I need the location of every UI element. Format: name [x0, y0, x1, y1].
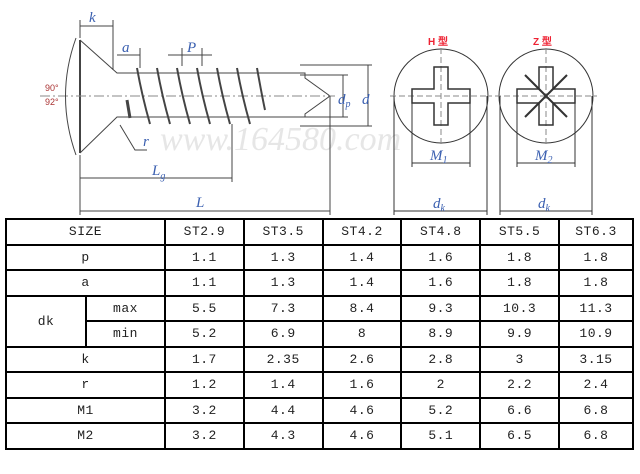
- table-cell: 1.4: [242, 371, 324, 399]
- label-l: L: [195, 195, 204, 211]
- table-cell: 10.9: [558, 320, 634, 348]
- table-row: r 1.2 1.4 1.6 2 2.2 2.4: [5, 371, 634, 399]
- label-k: k: [89, 10, 96, 26]
- table-cell: 5.2: [164, 320, 245, 348]
- table-cell: 4.3: [242, 422, 324, 450]
- table-cell: 4.6: [321, 396, 403, 424]
- table-cell: 1.4: [321, 243, 403, 271]
- header-size-col: ST2.9: [164, 218, 245, 246]
- table-cell: 4.4: [242, 396, 324, 424]
- screw-drawing: www.164580.com k a P r Lg L dp d 90° 92°: [40, 10, 597, 215]
- table-cell: 1.8: [558, 243, 634, 271]
- header-size-col: ST4.2: [321, 218, 403, 246]
- row-label: dk: [5, 294, 87, 348]
- table-cell: 1.6: [400, 243, 482, 271]
- table-cell: 8.9: [400, 320, 482, 348]
- header-size: SIZE: [5, 218, 166, 246]
- table-cell: 8: [321, 320, 403, 348]
- table-cell: 9.9: [479, 320, 560, 348]
- label-dk-z: dk: [538, 196, 551, 214]
- table-cell: 9.3: [400, 294, 482, 322]
- table-cell: 2.8: [400, 345, 482, 373]
- table-row: dk max 5.5 7.3 8.4 9.3 10.3 11.3: [5, 294, 634, 348]
- table-cell: 8.4: [321, 294, 403, 322]
- row-label: a: [5, 269, 166, 297]
- table-row: min 5.2 6.9 8 8.9 9.9 10.9: [6, 320, 634, 348]
- table-cell: 7.3: [242, 294, 324, 322]
- table-row: M1 3.2 4.4 4.6 5.2 6.6 6.8: [5, 396, 634, 424]
- table-cell: 1.2: [164, 371, 245, 399]
- table-cell: 10.3: [479, 294, 560, 322]
- table-cell: 3.2: [164, 422, 245, 450]
- row-label: M1: [5, 396, 166, 424]
- table-cell: 6.9: [242, 320, 324, 348]
- table-cell: 6.8: [558, 422, 634, 450]
- dimension-table: SIZE ST2.9 ST3.5 ST4.2 ST4.8 ST5.5 ST6.3 p 1.1 1.…: [5, 218, 634, 450]
- table-cell: 1.1: [164, 243, 245, 271]
- table-cell: 1.8: [558, 269, 634, 297]
- table-cell: 1.4: [321, 269, 403, 297]
- table-cell: 2: [400, 371, 482, 399]
- screw-side-view: [40, 20, 372, 215]
- header-size-col: ST6.3: [558, 218, 634, 246]
- dimension-table-body: SIZE ST2.9 ST3.5 ST4.2 ST4.8 ST5.5 ST6.3 p 1.1 1.…: [5, 218, 634, 450]
- table-row: a 1.1 1.3 1.4 1.6 1.8 1.8: [5, 269, 634, 297]
- table-cell: 1.8: [479, 243, 560, 271]
- row-label: k: [5, 345, 166, 373]
- label-m1: M1: [429, 148, 448, 166]
- label-dk-h: dk: [433, 196, 446, 214]
- table-cell: 11.3: [558, 294, 634, 322]
- label-a: a: [122, 40, 130, 56]
- label-m2: M2: [534, 148, 553, 166]
- head-views: [390, 48, 597, 215]
- table-cell: 1.3: [242, 269, 324, 297]
- table-cell: 2.35: [242, 345, 324, 373]
- table-row: k 1.7 2.35 2.6 2.8 3 3.15: [5, 345, 634, 373]
- type-h-label: H 型: [428, 35, 448, 48]
- table-cell: 3.2: [164, 396, 245, 424]
- table-cell: 4.6: [321, 422, 403, 450]
- table-header-row: SIZE ST2.9 ST3.5 ST4.2 ST4.8 ST5.5 ST6.3: [5, 218, 634, 246]
- table-cell: 2.6: [321, 345, 403, 373]
- row-label: M2: [5, 422, 166, 450]
- angle-bottom: 92°: [45, 97, 59, 107]
- label-r: r: [143, 134, 149, 150]
- table-cell: 2.4: [558, 371, 634, 399]
- label-dp: dp: [338, 92, 351, 110]
- table-cell: 1.8: [479, 269, 560, 297]
- table-cell: 1.1: [164, 269, 245, 297]
- watermark: www.164580.com: [160, 121, 401, 158]
- type-z-label: Z 型: [533, 35, 552, 48]
- table-cell: 1.7: [164, 345, 245, 373]
- table-row: p 1.1 1.3 1.4 1.6 1.8 1.8: [5, 243, 634, 271]
- header-size-col: ST4.8: [400, 218, 482, 246]
- table-row: M2 3.2 4.3 4.6 5.1 6.5 6.8: [5, 422, 634, 450]
- row-label: p: [5, 243, 166, 271]
- row-sublabel: max: [85, 294, 166, 322]
- angle-top: 90°: [45, 83, 59, 93]
- row-sublabel: min: [85, 320, 166, 348]
- table-cell: 3.15: [558, 345, 634, 373]
- table-cell: 6.8: [558, 396, 634, 424]
- table-cell: 3: [479, 345, 560, 373]
- label-lg: Lg: [151, 163, 165, 182]
- row-label: r: [5, 371, 166, 399]
- label-p: P: [186, 40, 196, 56]
- table-cell: 5.5: [164, 294, 245, 322]
- table-cell: 6.5: [479, 422, 560, 450]
- table-cell: 1.6: [400, 269, 482, 297]
- table-cell: 6.6: [479, 396, 560, 424]
- table-cell: 2.2: [479, 371, 560, 399]
- header-size-col: ST3.5: [242, 218, 324, 246]
- header-size-col: ST5.5: [479, 218, 560, 246]
- table-cell: 5.1: [400, 422, 482, 450]
- table-cell: 1.6: [321, 371, 403, 399]
- table-cell: 5.2: [400, 396, 482, 424]
- label-d: d: [362, 92, 370, 108]
- table-cell: 1.3: [242, 243, 324, 271]
